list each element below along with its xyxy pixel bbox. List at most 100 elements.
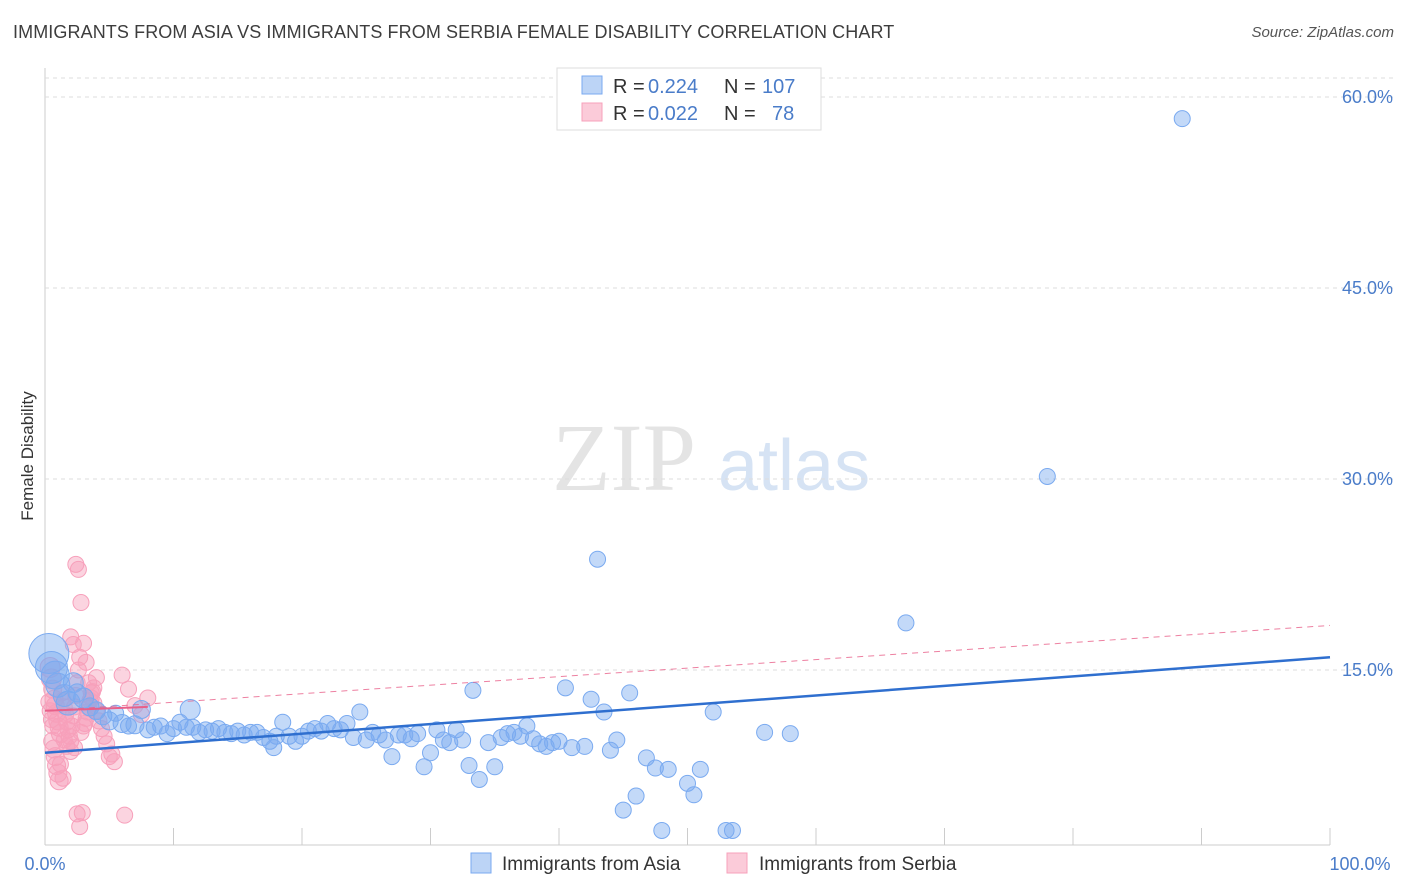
bottom-legend-swatch-asia [470,852,492,874]
asia-point [165,720,182,738]
asia-point [659,760,677,778]
source-label: Source: ZipAtlas.com [1251,24,1394,41]
asia-point [131,699,151,719]
serbia-point [67,555,85,573]
asia-point [897,614,915,632]
asia-point [563,739,581,757]
asia-point [608,731,626,749]
asia-point [274,713,292,731]
legend-swatch-asia [581,75,603,95]
serbia-point [113,666,131,684]
legend-asia-r-label: R = [613,76,645,98]
asia-point [454,731,472,749]
y-tick-label: 45.0% [1342,278,1393,298]
legend-serbia-r-label: R = [613,103,645,125]
asia-point [86,701,106,721]
asia-point [179,698,201,720]
asia-point [781,725,799,743]
serbia-point [51,755,69,773]
asia-point [177,718,195,736]
asia-point [383,748,401,766]
asia-point [691,760,709,778]
watermark: ZIP atlas [552,404,870,511]
legend-serbia-r-value: 0.022 [648,103,698,125]
serbia-point [75,634,93,652]
asia-point [377,731,395,749]
svg-text:R = 0.224 N =: R = 0.224 N = 107 [613,76,795,98]
chart-title: IMMIGRANTS FROM ASIA VS IMMIGRANTS FROM … [13,22,895,42]
serbia-point [69,560,87,578]
serbia-point [120,680,138,698]
legend-asia-n-label: N = [724,76,756,98]
asia-point [422,744,439,762]
serbia-point [139,689,157,707]
y-tick-label: 15.0% [1342,660,1393,680]
legend-serbia-n-value: 78 [772,103,794,125]
serbia-point [66,739,84,757]
serbia-point [73,804,91,822]
asia-point [511,727,529,745]
y-axis-title: Female Disability [18,391,37,521]
asia-point [621,684,639,702]
legend: R = 0.224 N = 107 R = 0.022 N = 78 [556,67,822,131]
serbia-point [105,753,123,771]
grid-lines [45,77,1395,671]
serbia-point [54,769,72,787]
asia-point [1173,110,1191,128]
asia-point [685,786,703,804]
x-tick-label-min: 0.0% [24,854,65,874]
asia-point [52,683,76,707]
asia-point [486,758,504,776]
asia-point [646,759,664,777]
x-ticks [173,828,1331,845]
asia-point [723,821,741,839]
asia-point [351,703,369,721]
serbia-point [72,723,90,741]
asia-point [653,821,671,839]
asia-trend-line [44,656,1331,755]
watermark-atlas: atlas [718,426,870,506]
serbia-point [87,669,105,687]
serbia-trend-line-dashed [44,624,1331,712]
bottom-legend-swatch-serbia [726,852,748,874]
asia-point [1038,467,1056,485]
asia-point [28,632,70,674]
asia-point [499,725,517,743]
y-tick-label: 60.0% [1342,87,1393,107]
serbia-point [84,683,102,701]
asia-point [464,681,482,699]
asia-point [415,758,433,776]
serbia-point [44,717,62,735]
asia-point [62,672,84,694]
y-tick-labels: 15.0% 30.0% 45.0% 60.0% [1342,87,1393,680]
asia-point [556,679,574,697]
y-tick-label: 30.0% [1342,469,1393,489]
asia-point [756,723,774,741]
asia-point [717,821,735,839]
serbia-trend-line-solid [44,705,148,712]
serbia-point [72,594,90,612]
serbia-point [42,711,60,729]
asia-point [428,721,446,739]
asia-point [479,734,497,752]
bottom-legend-label-serbia: Immigrants from Serbia [759,854,957,875]
watermark-zip: ZIP [552,404,696,511]
asia-point [409,725,427,743]
legend-asia-n-value: 107 [762,76,795,98]
asia-point [460,757,478,774]
legend-serbia-n-label: N = [724,103,756,125]
asia-point [627,787,645,805]
asia-point [470,771,488,789]
asia-point [614,801,632,819]
svg-text:R = 0.022 N =: R = 0.022 N = 78 [613,103,794,125]
serbia-point [71,818,89,836]
bottom-legend: Immigrants from Asia Immigrants from Ser… [470,852,957,875]
legend-swatch-serbia [581,102,603,122]
trend-lines [44,624,1331,755]
x-tick-label-max: 100.0% [1329,854,1390,874]
asia-point [544,734,562,752]
asia-point [582,690,600,708]
serbia-point [77,653,95,671]
asia-series-points [28,110,1191,839]
